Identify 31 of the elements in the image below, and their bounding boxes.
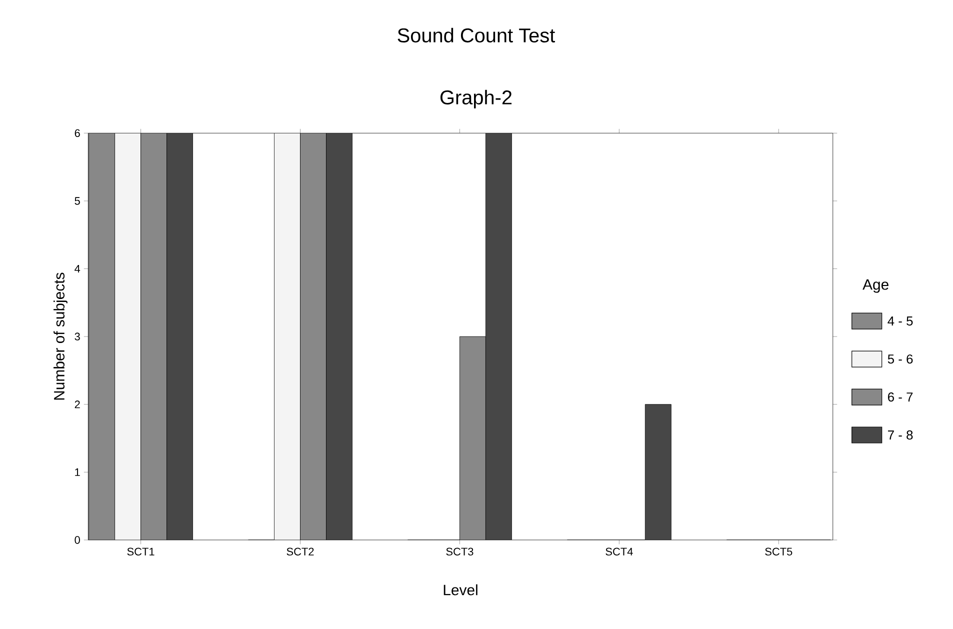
chart-title: Sound Count Test [398,28,556,42]
x-tick-label: SCT4 [606,548,633,556]
bar [166,133,193,540]
y-tick-label: 3 [74,332,80,340]
y-tick-label: 1 [75,468,80,476]
x-axis-title: Level [444,584,478,596]
x-tick-label: SCT3 [446,548,474,556]
bar [114,133,141,540]
x-tick-label: SCT1 [127,548,154,556]
bar [460,336,486,540]
y-tick-label: 0 [74,536,80,544]
y-tick-label: 2 [74,400,80,408]
y-axis-title: Number of subjects [54,272,68,400]
bar [644,404,672,540]
legend-label: 6 - 7 [888,392,913,402]
bar [326,133,352,540]
bar [140,133,167,540]
legend-label: 4 - 5 [888,316,913,326]
legend-title: Age [862,279,888,293]
y-tick-label: 5 [74,197,80,205]
y-tick-label: 4 [74,264,80,272]
chart-subtitle: Graph-2 [440,90,512,108]
bar [300,133,326,540]
y-tick-label: 6 [74,129,80,137]
bar [486,133,512,540]
x-tick-label: SCT5 [765,548,792,556]
text: 5 - 6 [888,354,913,364]
bar [88,133,115,540]
legend-label: 7 - 8 [888,430,913,440]
bar [274,133,300,540]
x-tick-label: SCT2 [286,548,314,556]
